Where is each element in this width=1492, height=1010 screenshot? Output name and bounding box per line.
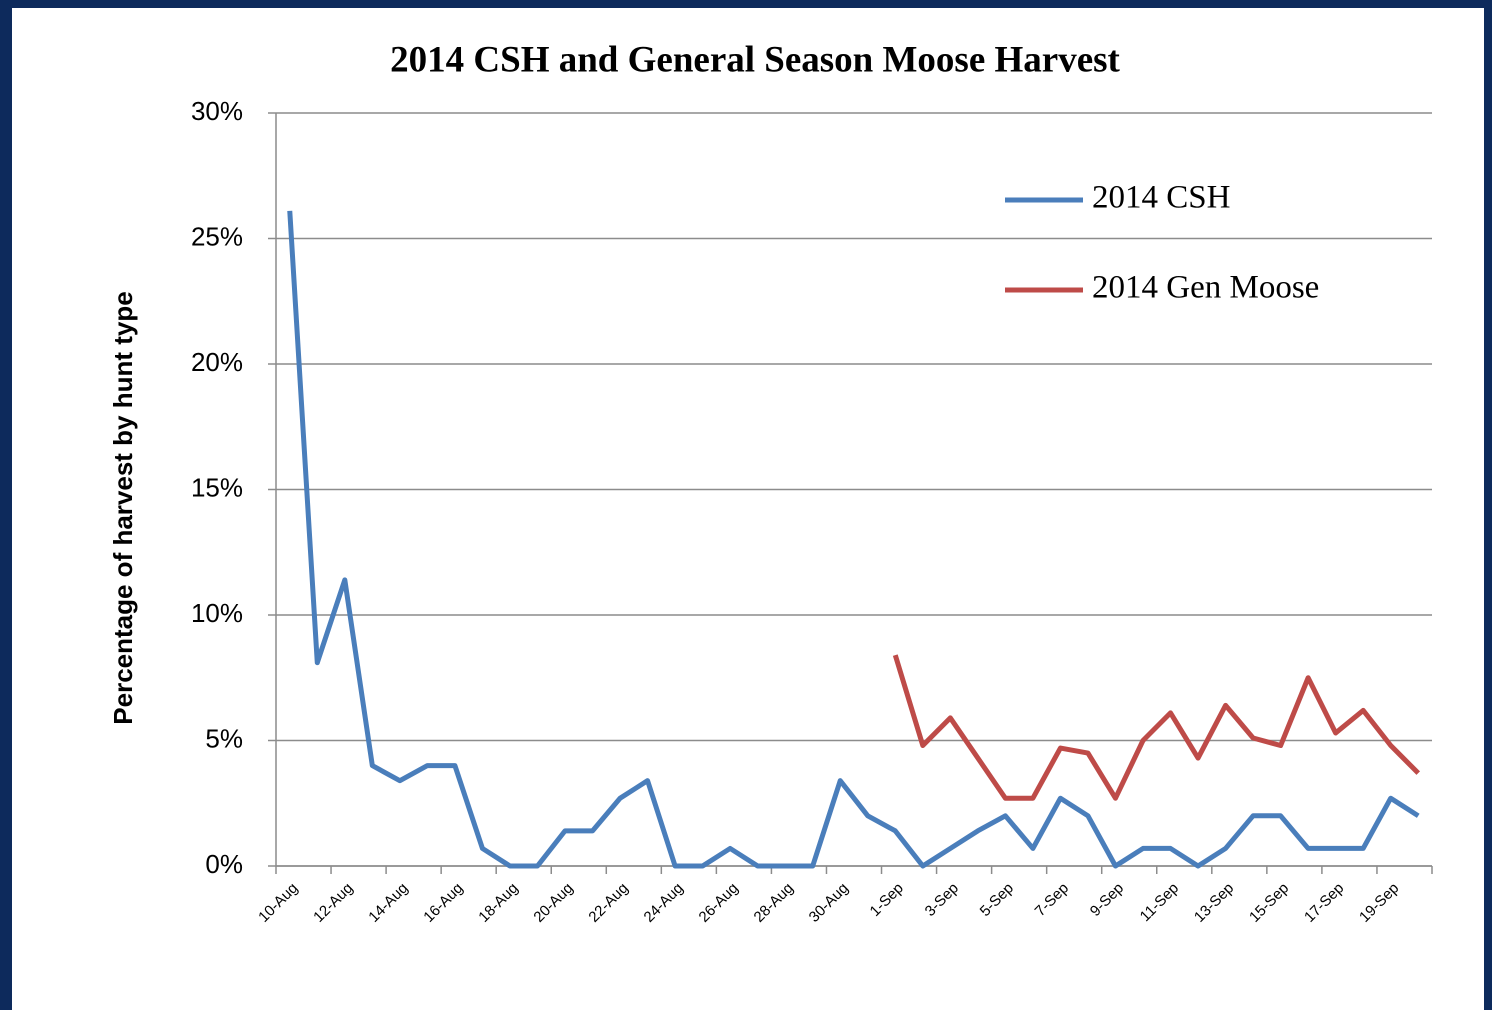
chart-background: [12, 8, 1484, 1010]
y-tick-label: 30%: [191, 96, 243, 126]
y-tick-label: 15%: [191, 472, 243, 502]
y-tick-label: 25%: [191, 221, 243, 251]
y-axis-label: Percentage of harvest by hunt type: [108, 291, 138, 724]
y-tick-label: 5%: [205, 723, 243, 753]
legend-label: 2014 CSH: [1092, 180, 1230, 216]
legend-label: 2014 Gen Moose: [1092, 270, 1319, 306]
y-tick-label: 0%: [205, 849, 243, 879]
series-line: [287, 210, 1420, 869]
series-line: [892, 654, 1421, 801]
y-tick-label: 20%: [191, 347, 243, 377]
y-tick-label: 10%: [191, 598, 243, 628]
chart-title: 2014 CSH and General Season Moose Harves…: [390, 39, 1120, 80]
